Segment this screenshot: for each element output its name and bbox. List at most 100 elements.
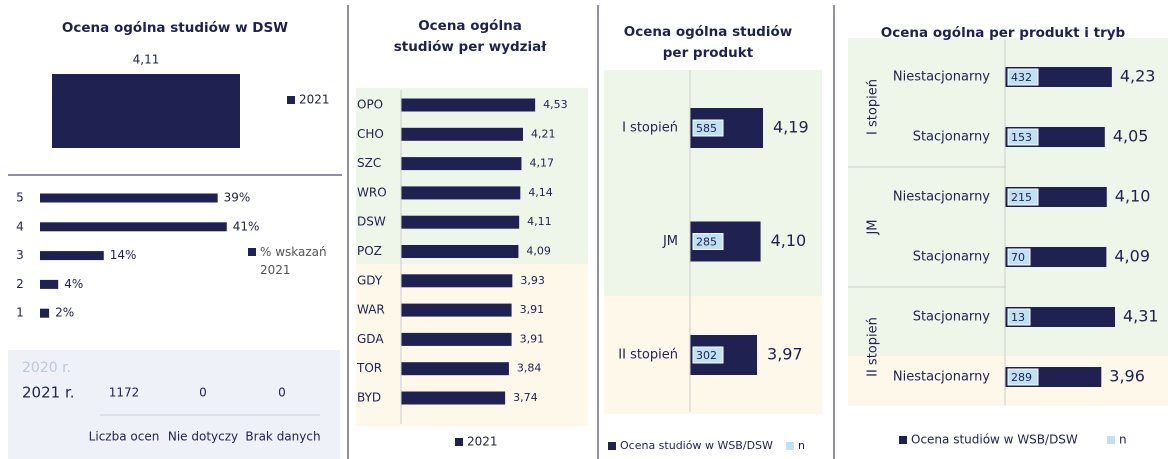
category-label: 3 <box>16 248 24 262</box>
data-label: 3,74 <box>513 391 538 404</box>
data-label: 4,17 <box>529 157 554 170</box>
category-label: WAR <box>357 303 385 317</box>
n-box <box>1007 308 1031 326</box>
chart-title: Ocena ogólna per produkt i tryb <box>881 25 1126 41</box>
group-label: JM <box>866 219 881 235</box>
legend-label: % wskazań 2021 <box>260 245 327 277</box>
data-label: 4,31 <box>1123 307 1159 326</box>
data-label: 3,96 <box>1109 367 1145 386</box>
table-row-label: 2021 r. <box>22 384 75 402</box>
table-cell: 0 <box>199 386 207 400</box>
category-label: I stopień <box>622 121 678 136</box>
bar <box>401 362 509 376</box>
chart-title: per produkt <box>663 45 754 61</box>
data-label: 4,09 <box>526 245 551 258</box>
data-label: 4,19 <box>773 118 809 137</box>
legend-swatch <box>248 248 256 256</box>
n-box <box>1007 368 1039 386</box>
n-label: 432 <box>1011 71 1032 84</box>
band <box>604 70 822 296</box>
category-label: 4 <box>16 219 24 233</box>
legend-label: n <box>798 439 805 452</box>
n-label: 215 <box>1011 191 1032 204</box>
n-label: 302 <box>696 349 717 362</box>
n-box <box>1007 188 1039 206</box>
n-box <box>692 346 724 364</box>
data-label: 4,23 <box>1120 67 1156 86</box>
legend-swatch <box>608 442 616 450</box>
category-label: 1 <box>16 306 24 320</box>
legend-label: 2021 <box>299 93 330 107</box>
legend-swatch <box>455 438 463 446</box>
table-cell: 1172 <box>109 386 140 400</box>
legend-swatch <box>786 442 794 450</box>
n-box <box>1007 128 1039 146</box>
bar <box>401 303 512 317</box>
data-label: 3,84 <box>517 362 542 375</box>
data-label: 4,11 <box>133 53 160 67</box>
n-label: 585 <box>696 122 717 135</box>
data-label: 3,97 <box>767 345 803 364</box>
table-header: Brak danych <box>245 430 320 444</box>
category-label: JM <box>662 234 678 249</box>
data-label: 4,14 <box>528 186 553 199</box>
bar <box>401 391 506 405</box>
data-label: 3,91 <box>520 303 545 316</box>
n-box <box>1007 248 1031 266</box>
data-label: 2% <box>55 306 74 320</box>
band <box>356 88 588 264</box>
bar <box>401 186 521 200</box>
category-label: Stacjonarny <box>913 310 991 325</box>
category-label: GDY <box>357 273 383 287</box>
category-label: 5 <box>16 191 24 205</box>
legend-label: 2021 <box>467 435 498 449</box>
bar <box>401 157 522 171</box>
chart-title: Ocena ogólna <box>418 18 522 34</box>
data-label: 4,05 <box>1113 127 1149 146</box>
legend-swatch <box>287 96 295 104</box>
bar <box>40 308 50 318</box>
group-label: I stopień <box>866 79 881 135</box>
bar <box>401 127 523 141</box>
data-label: 3,91 <box>520 332 545 345</box>
table-bg <box>8 350 340 459</box>
data-label: 14% <box>110 248 137 262</box>
legend-label: Ocena studiów w WSB/DSW <box>620 439 773 452</box>
bar <box>1005 307 1115 327</box>
bar <box>40 193 218 203</box>
category-label: II stopień <box>618 348 678 363</box>
bar <box>401 332 512 346</box>
category-label: TOR <box>356 361 382 375</box>
category-label: BYD <box>357 391 381 405</box>
category-label: Stacjonarny <box>913 250 991 265</box>
bar <box>40 251 104 261</box>
data-label: 4,21 <box>531 127 556 140</box>
bar <box>401 274 513 288</box>
chart-title: studiów per wydział <box>394 39 548 55</box>
data-label: 4% <box>64 277 83 291</box>
bar <box>401 98 536 112</box>
legend-label: n <box>1119 433 1127 447</box>
data-label: 41% <box>233 219 260 233</box>
category-label: Niestacjonarny <box>893 70 990 85</box>
bar <box>401 245 519 258</box>
n-box <box>692 233 724 250</box>
data-label: 4,10 <box>1115 187 1151 206</box>
n-label: 153 <box>1011 131 1032 144</box>
group-label: II stopień <box>866 317 881 377</box>
table-header: Liczba ocen <box>89 430 160 444</box>
n-box <box>692 119 724 137</box>
data-label: 4,11 <box>527 215 552 228</box>
chart-title: Ocena ogólna studiów w DSW <box>62 20 288 36</box>
category-label: OPO <box>357 98 383 112</box>
category-label: Stacjonarny <box>913 130 991 145</box>
category-label: DSW <box>357 215 386 229</box>
n-box <box>1007 68 1039 86</box>
table-cell: 0 <box>278 386 286 400</box>
bar <box>401 215 520 229</box>
category-label: WRO <box>357 185 387 199</box>
n-label: 70 <box>1011 251 1025 264</box>
n-label: 13 <box>1011 311 1025 324</box>
n-label: 285 <box>696 236 717 249</box>
legend-swatch <box>899 436 907 444</box>
